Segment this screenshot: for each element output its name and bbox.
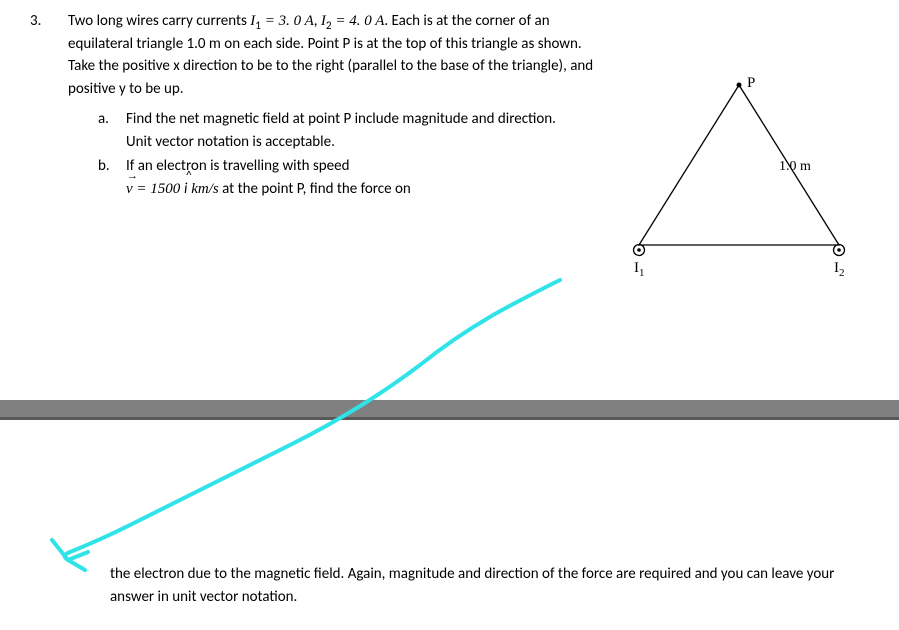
subitem-b: b. If an electron is travelling with spe… [98, 155, 578, 200]
subitem-a: a. Find the net magnetic field at point … [98, 108, 578, 153]
subletter-a: a. [98, 108, 109, 131]
eq2: = 4. 0 [332, 13, 376, 29]
triangle-diagram: P 1.0 m I1 I2 [619, 70, 859, 280]
label-side: 1.0 m [779, 159, 811, 174]
label-P: P [747, 75, 755, 91]
arrow-head-1 [52, 540, 68, 560]
subtext-a: Find the net magnetic field at point P i… [126, 110, 556, 151]
diagram-svg: P 1.0 m I1 I2 [619, 70, 859, 280]
vec-v: v [126, 178, 133, 201]
arrow-head-2 [68, 552, 88, 560]
eq-b: = 1500 [133, 181, 184, 197]
annotation-arrow [40, 270, 600, 580]
subtext-b1: If an electron is travelling with speed [126, 157, 349, 175]
unitA2: A [375, 13, 384, 29]
problem-number: 3. [30, 10, 41, 33]
sublist: a. Find the net magnetic field at point … [98, 108, 578, 200]
continuation-text: the electron due to the magnetic field. … [110, 563, 850, 608]
problem-intro: Two long wires carry currents I1 = 3. 0 … [68, 10, 608, 100]
comma: , [314, 12, 321, 30]
subletter-b: b. [98, 155, 110, 178]
page-separator-band [0, 400, 899, 418]
arrow-path [65, 280, 560, 570]
I2-wire-center [837, 248, 841, 252]
subtext-b2: at the point P, find the force on [219, 180, 411, 198]
label-I2: I2 [834, 260, 845, 279]
unitA1: A [305, 13, 314, 29]
hat-i: i [184, 178, 187, 201]
point-P-dot [737, 83, 742, 88]
intro-text-1: Two long wires carry currents [68, 12, 250, 30]
label-I1: I1 [634, 260, 645, 279]
units-b: km/s [188, 181, 219, 197]
I1-wire-center [637, 248, 641, 252]
eq1: = 3. 0 [261, 13, 305, 29]
